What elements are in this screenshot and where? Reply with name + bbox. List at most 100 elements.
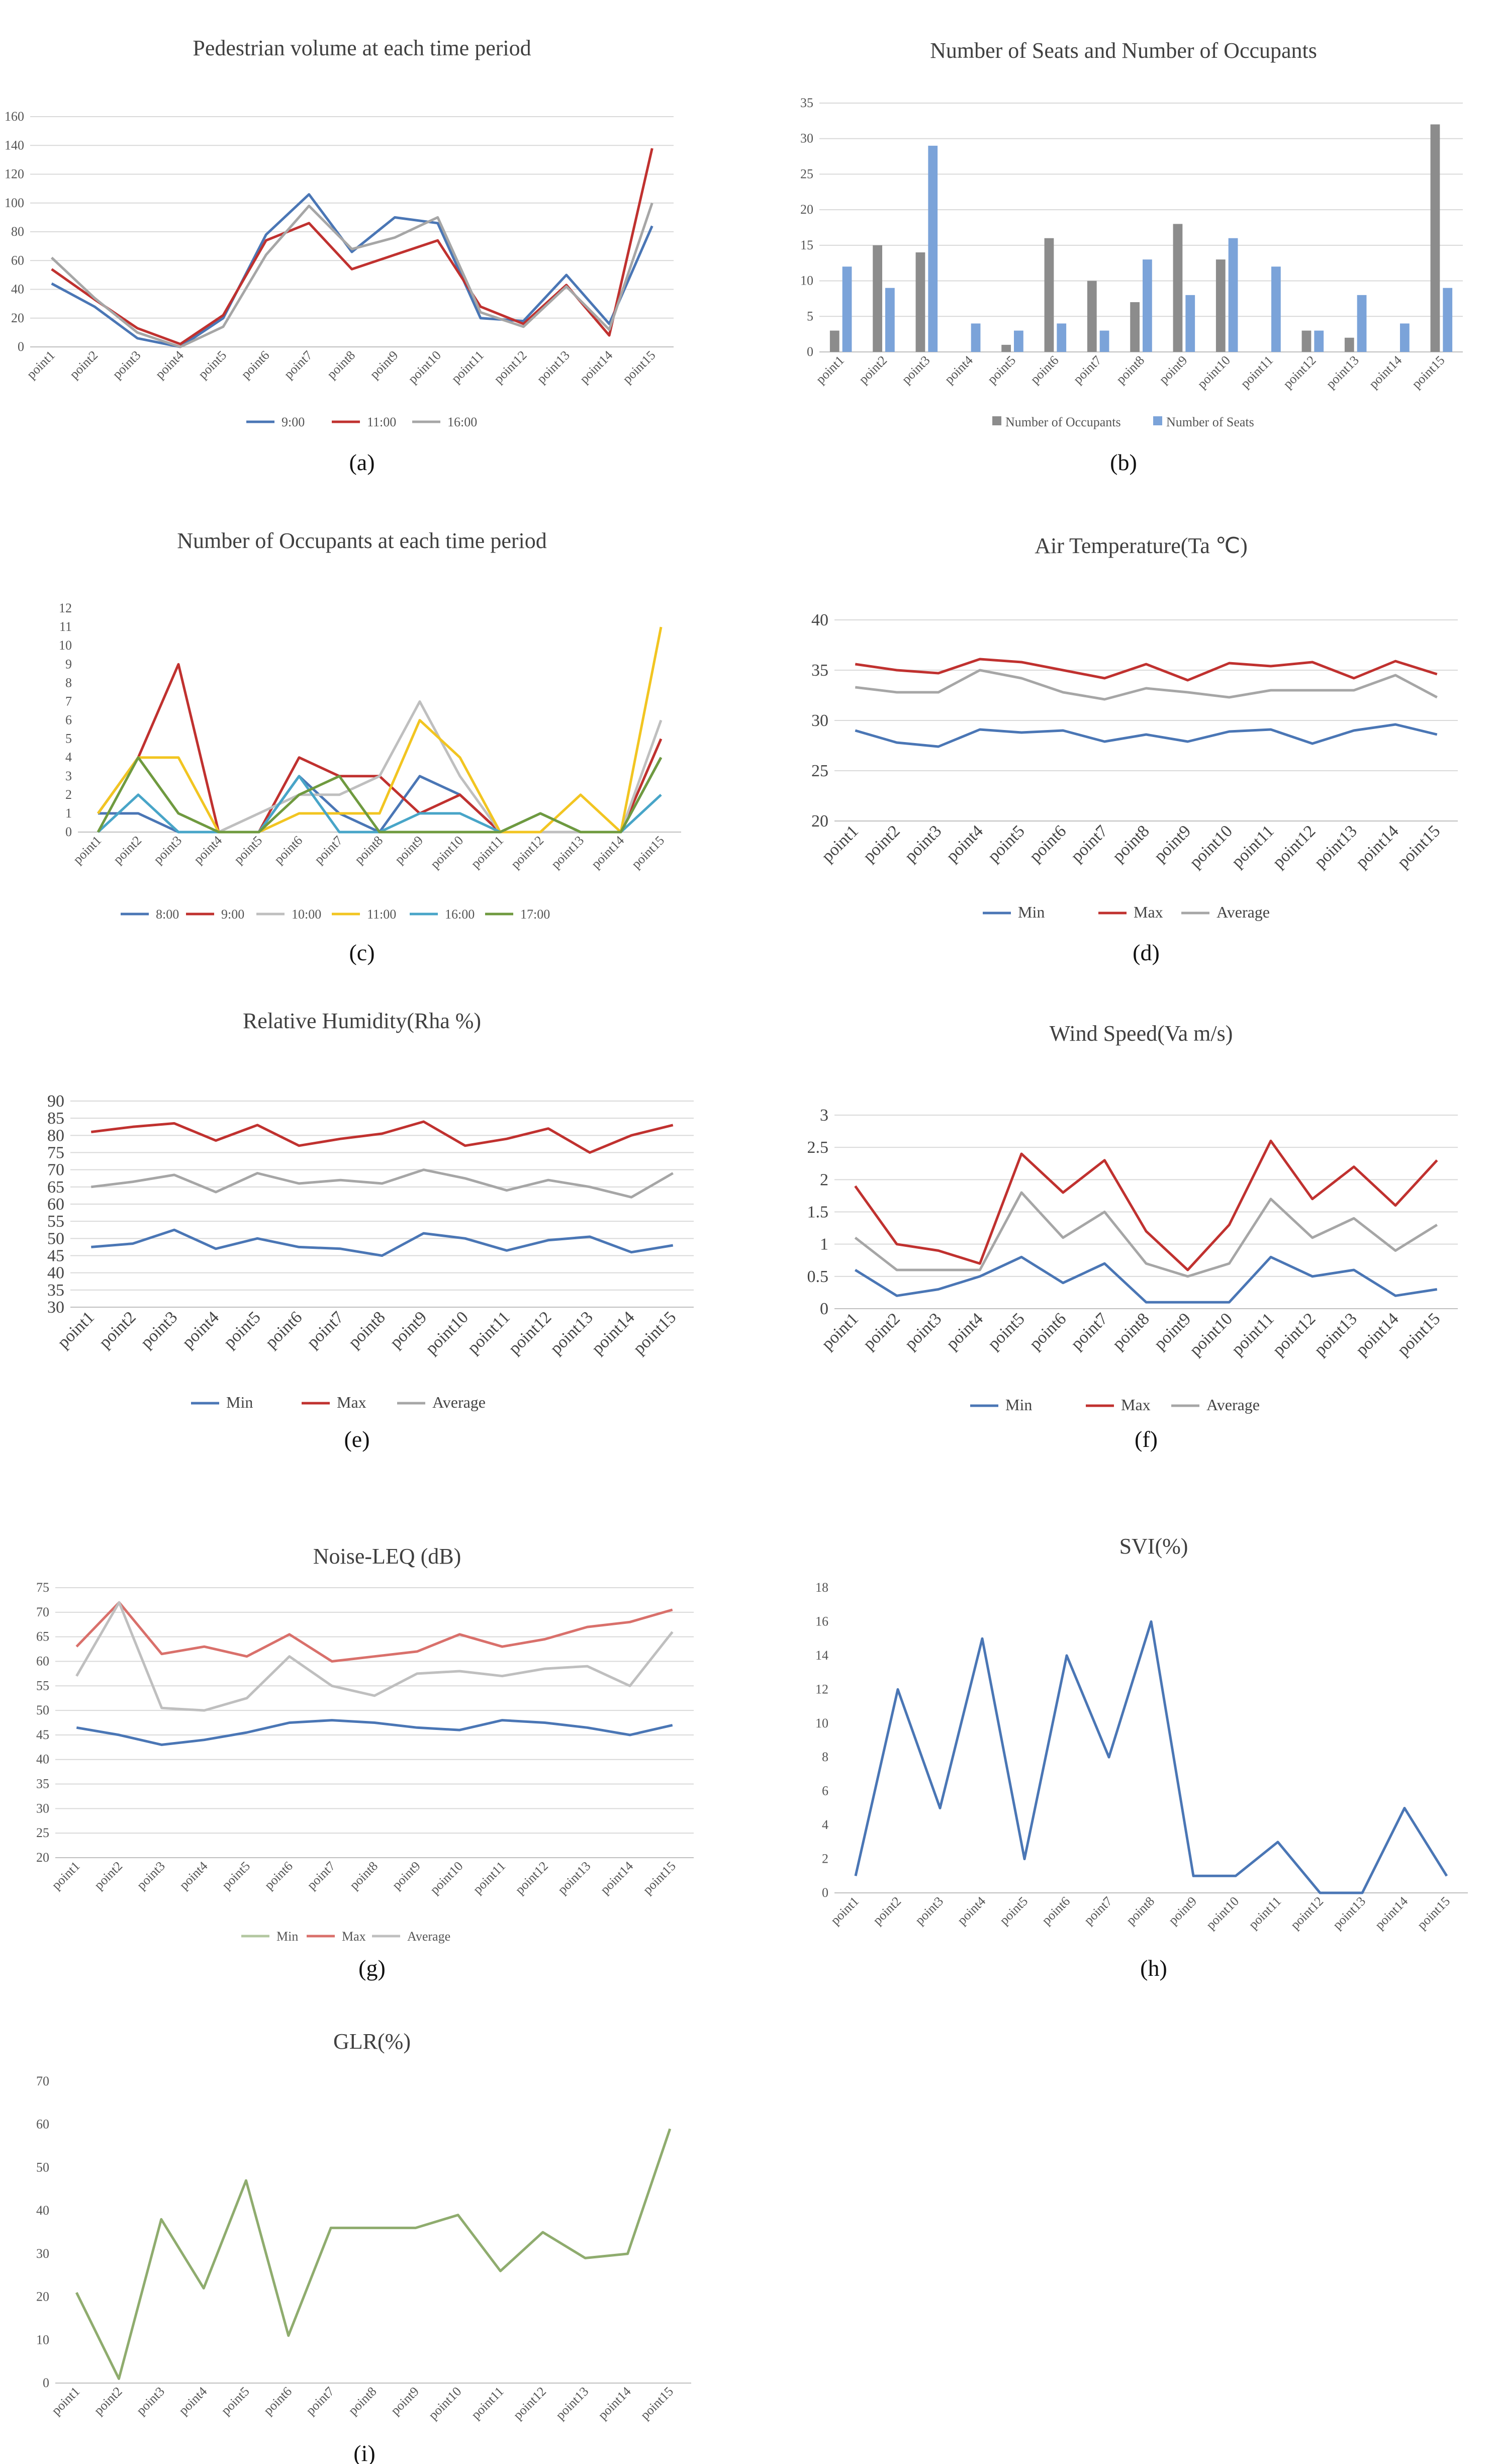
x-tick-label: point9 xyxy=(367,348,401,382)
y-tick-label: 0 xyxy=(822,1885,828,1900)
chart-caption: (g) xyxy=(358,1955,386,1981)
chart-g: Noise-LEQ (dB) 20 25 30 35 40 45 50 55 60 65 70 75 po… xyxy=(36,1544,694,1981)
y-tick-label: 2 xyxy=(820,1170,828,1189)
x-tick-label: point15 xyxy=(1394,822,1444,872)
x-tick-label: point8 xyxy=(352,833,386,867)
x-tick-label: point6 xyxy=(261,2384,295,2418)
y-tick-label: 2.5 xyxy=(807,1138,829,1157)
bar-seats xyxy=(1314,330,1324,352)
x-tick-label: point7 xyxy=(303,1308,347,1352)
x-tick-label: point2 xyxy=(111,833,144,867)
x-tick-label: point6 xyxy=(262,1308,306,1352)
x-tick-label: point10 xyxy=(426,2384,464,2423)
legend-label: Min xyxy=(1018,903,1045,921)
x-tick-label: point2 xyxy=(860,822,904,866)
x-tick-label: point4 xyxy=(176,1859,210,1892)
series-line-max xyxy=(90,1120,674,1154)
x-tick-label: point3 xyxy=(134,2384,167,2418)
x-tick-label: point6 xyxy=(238,348,272,382)
legend-label: 16:00 xyxy=(447,415,477,429)
y-tick-label: 10 xyxy=(815,1716,828,1730)
y-tick-label: 0.5 xyxy=(807,1267,829,1286)
legend-label: 8:00 xyxy=(156,907,179,922)
x-tick-label: point12 xyxy=(505,1308,555,1358)
x-tick-label: point6 xyxy=(1027,353,1061,387)
y-tick-label: 7 xyxy=(65,694,72,708)
x-tick-label: point6 xyxy=(271,833,305,867)
y-tick-label: 30 xyxy=(47,1298,64,1317)
legend-label: Max xyxy=(1121,1396,1151,1414)
x-tick-label: point11 xyxy=(469,2384,507,2422)
y-tick-label: 140 xyxy=(5,138,24,152)
y-tick-label: 12 xyxy=(59,601,72,615)
y-tick-label: 70 xyxy=(36,2074,49,2088)
x-tick-label: point5 xyxy=(218,2384,252,2418)
chart-caption: (b) xyxy=(1110,449,1137,475)
x-tick-label: point10 xyxy=(427,1859,466,1897)
legend-label: Number of Occupants xyxy=(1005,415,1121,429)
x-tick-label: point10 xyxy=(428,833,466,872)
y-tick-label: 50 xyxy=(47,1229,64,1248)
x-tick-label: point11 xyxy=(1228,1309,1278,1359)
y-tick-label: 80 xyxy=(11,224,24,239)
legend-label: 11:00 xyxy=(367,907,396,922)
x-tick-label: point5 xyxy=(985,353,1018,387)
y-tick-label: 50 xyxy=(36,2160,49,2174)
legend-label: Number of Seats xyxy=(1166,415,1254,429)
x-tick-label: point14 xyxy=(598,1859,636,1897)
x-tick-label: point12 xyxy=(510,2384,549,2423)
x-tick-label: point13 xyxy=(1330,1894,1369,1933)
x-tick-label: point10 xyxy=(1186,1309,1236,1359)
x-tick-label: point10 xyxy=(1203,1894,1242,1933)
x-tick-label: point13 xyxy=(534,348,573,387)
y-tick-label: 16 xyxy=(815,1614,828,1628)
series-line-average xyxy=(854,1191,1438,1278)
x-tick-label: point7 xyxy=(1070,353,1104,387)
y-tick-label: 15 xyxy=(800,238,813,252)
y-tick-label: 60 xyxy=(11,253,24,267)
x-tick-label: point3 xyxy=(912,1894,946,1928)
bar-seats xyxy=(971,323,981,352)
chart-c: Number of Occupants at each time period 0… xyxy=(59,528,681,965)
x-tick-label: point11 xyxy=(464,1308,514,1357)
x-tick-label: point14 xyxy=(1366,353,1405,392)
y-tick-label: 40 xyxy=(47,1264,64,1283)
x-tick-label: point3 xyxy=(134,1859,167,1892)
y-tick-label: 70 xyxy=(36,1605,49,1619)
x-tick-label: point3 xyxy=(899,353,932,387)
series-line-1600 xyxy=(50,202,653,348)
y-tick-label: 10 xyxy=(800,273,813,288)
y-tick-label: 85 xyxy=(47,1109,64,1128)
x-tick-label: point15 xyxy=(620,348,659,387)
y-tick-label: 60 xyxy=(47,1195,64,1214)
x-tick-label: point15 xyxy=(1394,1309,1444,1359)
x-tick-label: point7 xyxy=(304,1859,338,1892)
legend-label: 17:00 xyxy=(520,907,550,922)
y-tick-label: 20 xyxy=(36,1850,49,1865)
y-tick-label: 1.5 xyxy=(807,1203,829,1222)
bar-occupants xyxy=(1087,281,1097,352)
x-tick-label: point7 xyxy=(1067,822,1111,866)
y-tick-label: 4 xyxy=(65,750,72,765)
x-tick-label: point4 xyxy=(943,822,987,866)
x-tick-label: point10 xyxy=(1194,353,1233,392)
y-tick-label: 8 xyxy=(65,675,72,690)
y-tick-label: 120 xyxy=(5,167,24,181)
x-tick-label: point13 xyxy=(548,833,587,872)
chart-h: SVI(%) 0 2 4 6 8 10 12 14 16 18 point1 point2 point3 p… xyxy=(815,1534,1468,1981)
x-tick-label: point2 xyxy=(91,2384,125,2418)
x-tick-label: point1 xyxy=(49,1859,82,1892)
x-tick-label: point9 xyxy=(1156,353,1190,387)
y-tick-label: 75 xyxy=(47,1144,64,1162)
x-tick-label: point4 xyxy=(191,833,225,867)
x-tick-label: point8 xyxy=(345,2384,379,2418)
x-tick-label: point2 xyxy=(96,1308,140,1352)
y-tick-label: 3 xyxy=(65,769,72,783)
x-tick-label: point13 xyxy=(546,1308,597,1358)
y-tick-label: 30 xyxy=(811,711,828,730)
x-tick-label: point1 xyxy=(813,353,847,387)
legend-label: 10:00 xyxy=(292,907,321,922)
x-tick-label: point2 xyxy=(67,348,101,382)
x-tick-label: point4 xyxy=(152,348,186,382)
